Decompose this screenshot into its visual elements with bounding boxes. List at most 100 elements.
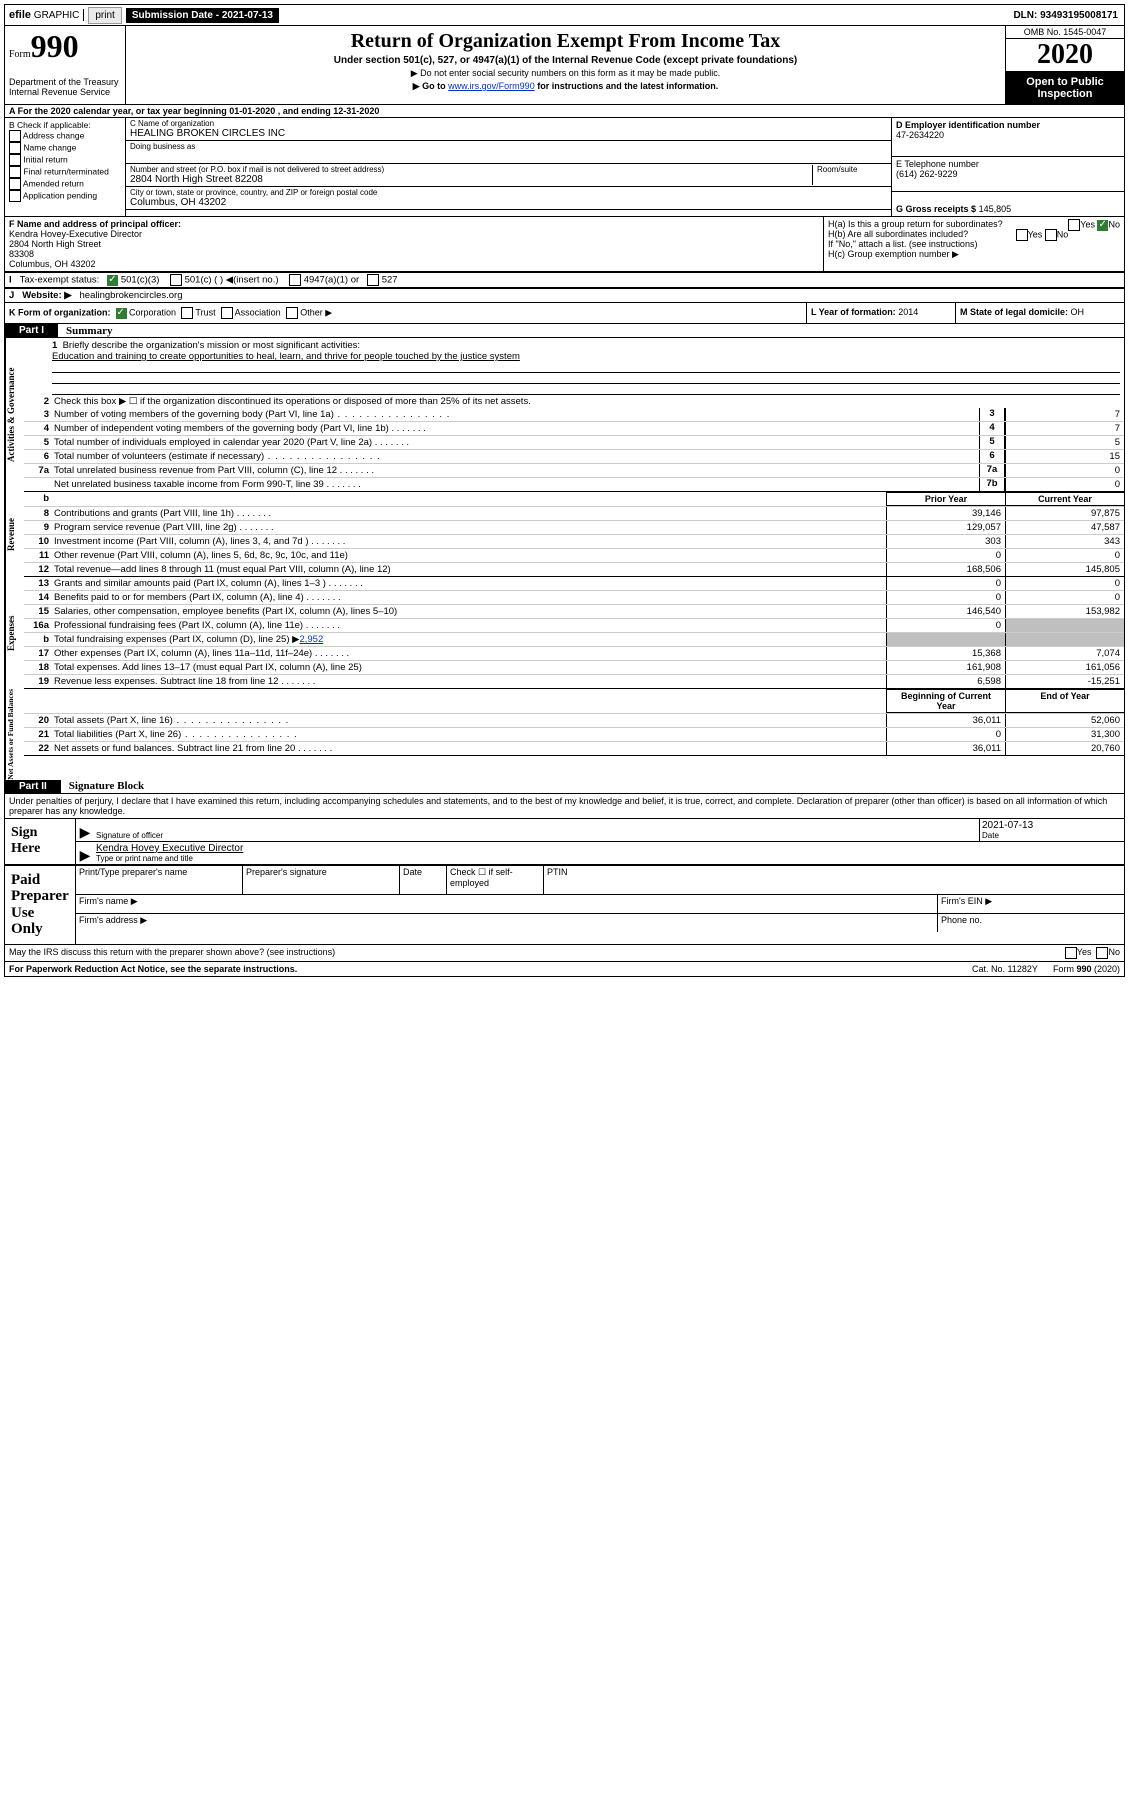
c19: -15,251 — [1005, 675, 1124, 688]
open-public-inspection: Open to Public Inspection — [1006, 72, 1124, 104]
chk-name[interactable]: Name change — [9, 142, 121, 154]
na-vlabel: Net Assets or Fund Balances — [5, 689, 24, 780]
dba-box: Doing business as — [126, 141, 891, 164]
mission-block: 1 Briefly describe the organization's mi… — [24, 338, 1124, 362]
end-hdr: End of Year — [1005, 689, 1124, 713]
netassets-section: Net Assets or Fund Balances Beginning of… — [5, 689, 1124, 780]
J-value: healingbrokencircles.org — [80, 290, 183, 301]
prep-sig-lbl: Preparer's signature — [243, 866, 400, 894]
c17: 7,074 — [1005, 647, 1124, 660]
FH-row: F Name and address of principal officer:… — [5, 216, 1124, 272]
discuss-q: May the IRS discuss this return with the… — [9, 947, 335, 959]
chk-corp — [116, 308, 127, 319]
col-C: C Name of organization HEALING BROKEN CI… — [126, 118, 891, 216]
b21: 0 — [886, 728, 1005, 741]
KLM-row: K Form of organization: Corporation Trus… — [5, 303, 1124, 324]
instructions-link[interactable]: www.irs.gov/Form990 — [448, 81, 535, 91]
efile-label: efile GRAPHIC — [5, 9, 84, 21]
chk-initial[interactable]: Initial return — [9, 154, 121, 166]
colB-lead: B Check if applicable: — [9, 120, 121, 130]
dln-box: DLN: 93493195008171 — [1007, 10, 1124, 21]
signature-field[interactable]: Signature of officer — [94, 821, 979, 841]
p13: 0 — [886, 577, 1005, 590]
p11: 0 — [886, 549, 1005, 562]
ein-val: 47-2634220 — [896, 130, 944, 140]
disc2-lead: ▶ Go to — [413, 81, 448, 91]
top-bar: efile GRAPHIC print Submission Date - 20… — [5, 5, 1124, 26]
line3: Number of voting members of the governin… — [54, 409, 334, 420]
print-button[interactable]: print — [88, 7, 121, 24]
submission-date-box: Submission Date - 2021-07-13 — [126, 8, 279, 23]
current-year-hdr: Current Year — [1005, 492, 1124, 506]
disc2-tail: for instructions and the latest informat… — [537, 81, 718, 91]
chk-amended[interactable]: Amended return — [9, 178, 121, 190]
c12: 145,805 — [1005, 563, 1124, 576]
b20: 36,011 — [886, 714, 1005, 727]
header-mid: Return of Organization Exempt From Incom… — [126, 26, 1005, 104]
H-note: If "No," attach a list. (see instruction… — [828, 239, 1120, 249]
dln-value: 93493195008171 — [1040, 10, 1118, 21]
firm-name-lbl: Firm's name ▶ — [76, 895, 938, 913]
disclaimer-1: ▶ Do not enter social security numbers o… — [130, 68, 1001, 79]
v3: 7 — [1005, 408, 1124, 421]
p8: 39,146 — [886, 507, 1005, 520]
F-value: Kendra Hovey-Executive Director 2804 Nor… — [9, 229, 142, 269]
revenue-section: Revenue bPrior YearCurrent Year 8Contrib… — [5, 492, 1124, 577]
city-label: City or town, state or province, country… — [130, 188, 887, 197]
mission-lead: Briefly describe the organization's miss… — [63, 340, 361, 351]
F-label: F Name and address of principal officer: — [9, 219, 181, 229]
c13: 0 — [1005, 577, 1124, 590]
line19: Revenue less expenses. Subtract line 18 … — [54, 676, 278, 687]
room-label: Room/suite — [817, 165, 887, 174]
efile-text-2: GRAPHIC — [34, 10, 80, 21]
c16a — [1005, 619, 1124, 632]
tel-label: E Telephone number — [896, 159, 979, 169]
H-box: H(a) Is this a group return for subordin… — [823, 217, 1124, 271]
Ha-no-checked — [1097, 220, 1108, 231]
date-field: 2021-07-13Date — [979, 819, 1124, 841]
v7b: 0 — [1005, 478, 1124, 491]
chk-final[interactable]: Final return/terminated — [9, 166, 121, 178]
prior-year-hdr: Prior Year — [886, 492, 1005, 506]
tel-val: (614) 262-9229 — [896, 169, 958, 179]
sign-here: Sign Here — [5, 819, 76, 864]
city-box: City or town, state or province, country… — [126, 187, 891, 210]
signature-arrow-icon: ▶ — [76, 824, 94, 841]
preparer-row: Paid Preparer Use Only Print/Type prepar… — [5, 865, 1124, 944]
prep-ptin-lbl: PTIN — [544, 866, 1124, 894]
form-title: Return of Organization Exempt From Incom… — [130, 30, 1001, 53]
header-left: Form990 Department of the Treasury Inter… — [5, 26, 126, 104]
line15: Salaries, other compensation, employee b… — [52, 605, 886, 618]
signature-block: Under penalties of perjury, I declare th… — [5, 794, 1124, 944]
form-footer: Form 990 (2020) — [1053, 964, 1120, 974]
line9: Program service revenue (Part VIII, line… — [54, 522, 237, 533]
Ha-row: H(a) Is this a group return for subordin… — [828, 219, 1120, 229]
form-word: Form — [9, 49, 31, 60]
c18: 161,056 — [1005, 661, 1124, 674]
sub-date-label: Submission Date - — [132, 10, 219, 21]
chk-app-pending[interactable]: Application pending — [9, 190, 121, 202]
chk-address[interactable]: Address change — [9, 130, 121, 142]
org-name-label: C Name of organization — [130, 119, 887, 128]
line13: Grants and similar amounts paid (Part IX… — [54, 578, 326, 589]
gov-vlabel: Activities & Governance — [5, 338, 24, 492]
p17: 15,368 — [886, 647, 1005, 660]
chk-501c3 — [107, 275, 118, 286]
tax-year-row: A For the 2020 calendar year, or tax yea… — [5, 105, 1124, 118]
v6: 15 — [1005, 450, 1124, 463]
I-label: Tax-exempt status: — [20, 275, 100, 286]
line12: Total revenue—add lines 8 through 11 (mu… — [52, 563, 886, 576]
c11: 0 — [1005, 549, 1124, 562]
e20: 52,060 — [1005, 714, 1124, 727]
p18: 161,908 — [886, 661, 1005, 674]
line20: Total assets (Part X, line 16) — [54, 715, 173, 726]
c8: 97,875 — [1005, 507, 1124, 520]
footer-row: For Paperwork Reduction Act Notice, see … — [5, 962, 1124, 976]
p16a: 0 — [886, 619, 1005, 632]
form-number: 990 — [31, 28, 79, 64]
line7b: Net unrelated business taxable income fr… — [54, 479, 324, 490]
I-row: I Tax-exempt status: 501(c)(3) 501(c) ( … — [5, 272, 1124, 288]
prep-name-lbl: Print/Type preparer's name — [76, 866, 243, 894]
header-right: OMB No. 1545-0047 2020 Open to Public In… — [1005, 26, 1124, 104]
ein-label: D Employer identification number — [896, 120, 1040, 130]
